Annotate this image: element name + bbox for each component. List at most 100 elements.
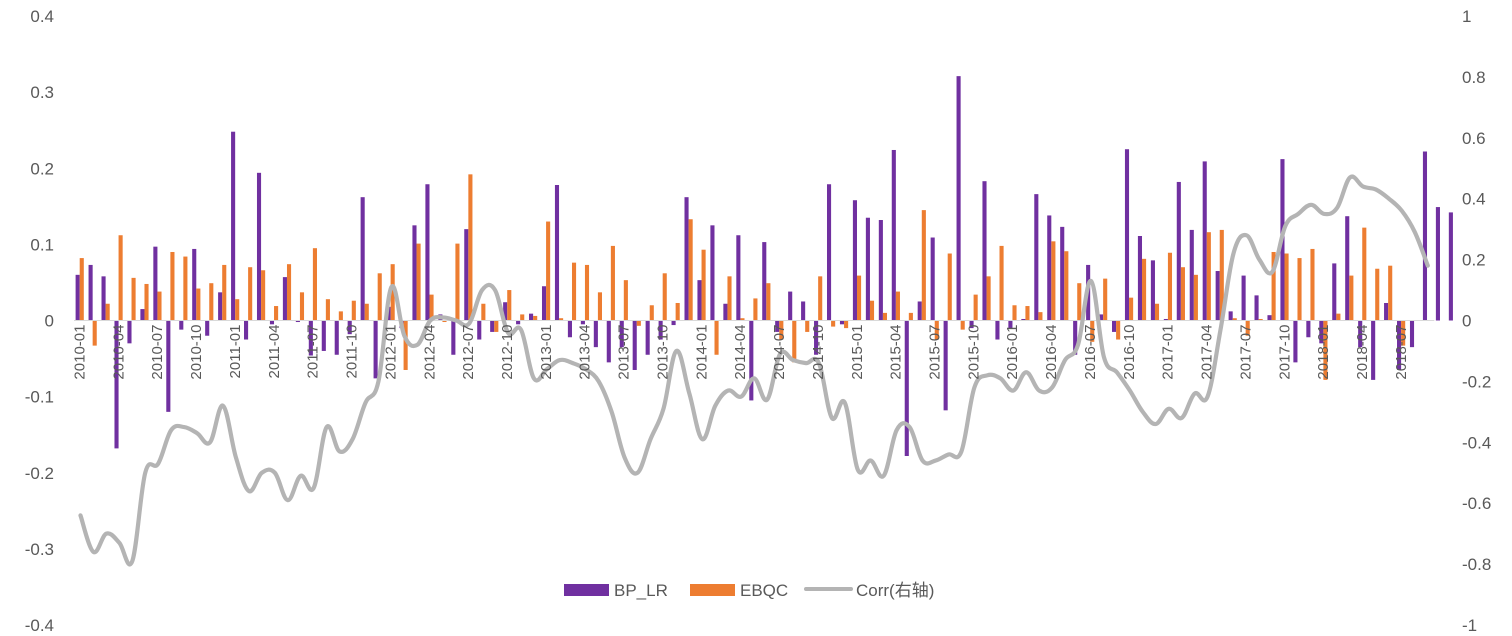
bar-ebqc [688,219,693,321]
bar-ebqc [520,314,525,321]
bar-bp-lr [1371,320,1376,380]
bar-bp-lr [1306,320,1311,338]
bar-bp-lr [1047,215,1052,321]
y-right-tick-label: -0.4 [1462,433,1491,452]
x-tick-label: 2010-01 [71,325,88,380]
bar-bp-lr [1060,226,1065,321]
bar-bp-lr [632,320,637,370]
bar-ebqc [170,251,175,321]
bar-bp-lr [658,320,663,340]
bar-bp-lr [179,320,184,330]
bar-bp-lr [1332,263,1337,321]
bar-bp-lr [192,248,197,321]
bar-ebqc [636,320,641,326]
x-tick-label: 2010-07 [149,325,166,380]
bar-ebqc [546,221,551,321]
x-tick-label: 2016-04 [1043,325,1060,380]
y-left-tick-label: -0.1 [25,388,54,407]
bar-bp-lr [1099,314,1104,321]
y-right-tick-label: -0.8 [1462,555,1491,574]
bar-bp-lr [788,291,793,321]
x-tick-label: 2017-01 [1160,325,1177,380]
bar-ebqc [1206,232,1211,321]
bar-ebqc [131,277,136,321]
bar-ebqc [507,290,512,321]
bar-ebqc [196,288,201,321]
bar-bp-lr [723,303,728,321]
bar-bp-lr [917,301,922,321]
bar-ebqc [1349,275,1354,321]
y-right-tick-label: -1 [1462,616,1477,635]
bar-ebqc [1025,306,1030,321]
y-left-tick-label: -0.4 [25,616,54,635]
bar-bp-lr [1228,311,1233,321]
bar-ebqc [1362,227,1367,321]
bar-bp-lr [334,320,339,355]
x-tick-label: 2016-10 [1121,325,1138,380]
bar-bp-lr [412,225,417,321]
bar-ebqc [805,320,810,332]
y-right-tick-label: -0.6 [1462,494,1491,513]
bar-ebqc [235,299,240,321]
bar-bp-lr [749,320,754,401]
bar-ebqc [1375,268,1380,321]
bar-ebqc [844,320,849,329]
bar-ebqc [571,262,577,321]
bar-ebqc [299,292,305,321]
bar-ebqc [1051,241,1056,321]
x-tick-label: 2014-04 [732,325,749,380]
x-tick-label: 2014-01 [693,325,710,380]
bar-ebqc [209,283,214,321]
bar-bp-lr [930,237,935,321]
x-tick-label: 2013-01 [538,325,555,380]
bar-ebqc [1310,248,1315,321]
bar-bp-lr [839,320,845,325]
x-tick-label: 2012-01 [382,325,399,380]
bar-bp-lr [554,185,560,321]
bar-ebqc [481,303,486,321]
bar-ebqc [947,253,952,321]
bar-ebqc [766,283,771,321]
bar-ebqc [740,318,745,321]
y-right-tick-label: 0 [1462,312,1471,331]
x-tick-label: 2015-04 [888,325,905,380]
x-tick-label: 2015-10 [965,325,982,380]
bar-bp-lr [490,320,495,332]
bar-bp-lr [995,320,1000,340]
bar-bp-lr [282,277,287,321]
x-tick-label: 2018-04 [1354,325,1371,380]
bar-bp-lr [360,197,365,321]
bar-ebqc [390,264,395,321]
bar-bp-lr [1267,315,1272,321]
bar-bp-lr [1358,320,1363,348]
y-axis-right: 1 0.8 0.6 0.4 0.2 0 -0.2 -0.4 -0.6 -0.8 -1 [1462,7,1491,635]
bar-ebqc [79,258,84,321]
bar-bp-lr [347,320,352,335]
bar-bp-lr [166,320,171,412]
bar-bp-lr [1189,229,1194,321]
bar-ebqc [533,315,538,321]
bar-ebqc [895,291,900,321]
bar-ebqc [610,245,615,321]
bar-bp-lr [1073,320,1078,355]
bar-bp-lr [295,320,300,323]
bar-bp-lr [114,320,119,449]
bar-bp-lr [231,131,236,321]
bar-ebqc [960,320,965,330]
bar-bp-lr [1397,320,1402,370]
x-tick-label: 2017-10 [1276,325,1293,380]
bar-ebqc [1297,258,1302,321]
bar-ebqc [1232,318,1237,321]
bar-bp-lr [1448,212,1453,321]
bar-ebqc [649,305,654,321]
bar-ebqc [662,273,667,321]
bar-ebqc [118,235,123,321]
bar-ebqc [934,320,939,340]
bar-bp-lr [153,246,158,321]
bar-ebqc [105,303,110,321]
x-tick-label: 2015-01 [849,325,866,380]
bar-bp-lr [451,320,456,355]
bar-ebqc [468,174,473,321]
bar-bp-lr [218,292,223,321]
